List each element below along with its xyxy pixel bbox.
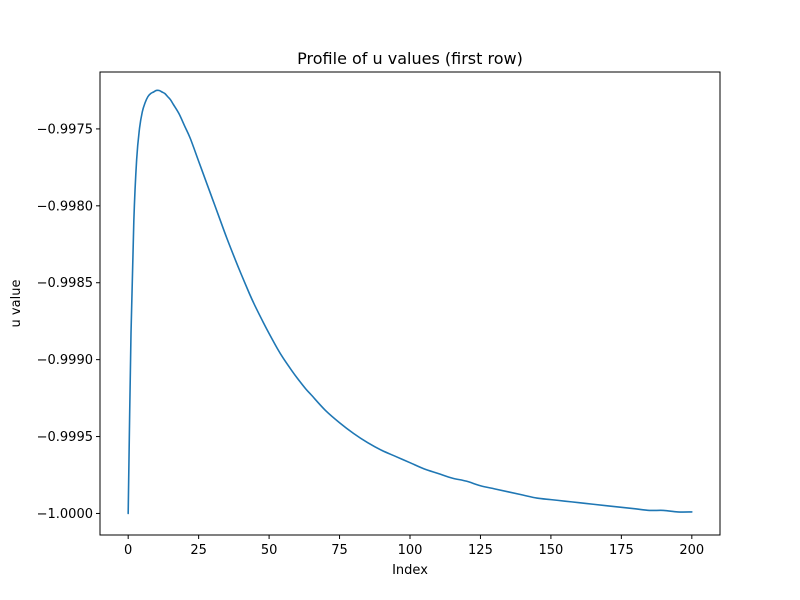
y-tick-label: −0.9975	[37, 122, 93, 137]
x-tick-label: 50	[261, 543, 278, 558]
x-tick-label: 100	[398, 543, 423, 558]
y-tick-label: −0.9995	[37, 430, 93, 445]
y-tick-label: −1.0000	[37, 507, 93, 522]
x-tick-label: 175	[609, 543, 634, 558]
x-axis-ticks: 0 25 50 75 100 125 150 175 200	[124, 535, 704, 558]
y-axis-ticks: −0.9975 −0.9980 −0.9985 −0.9990 −0.9995 −1.00…	[37, 122, 100, 522]
x-tick-label: 200	[679, 543, 704, 558]
x-axis-label: Index	[392, 563, 428, 578]
chart-title: Profile of u values (first row)	[297, 49, 523, 68]
y-axis-label: u value	[9, 280, 24, 328]
x-tick-label: 150	[538, 543, 563, 558]
y-tick-label: −0.9990	[37, 353, 93, 368]
series-line-u-values	[127, 89, 693, 515]
x-tick-label: 25	[190, 543, 207, 558]
plot-area-frame	[99, 71, 721, 536]
x-tick-label: 0	[124, 543, 132, 558]
y-tick-label: −0.9985	[37, 276, 93, 291]
x-tick-label: 125	[468, 543, 493, 558]
x-tick-label: 75	[331, 543, 348, 558]
y-tick-label: −0.9980	[37, 199, 93, 214]
